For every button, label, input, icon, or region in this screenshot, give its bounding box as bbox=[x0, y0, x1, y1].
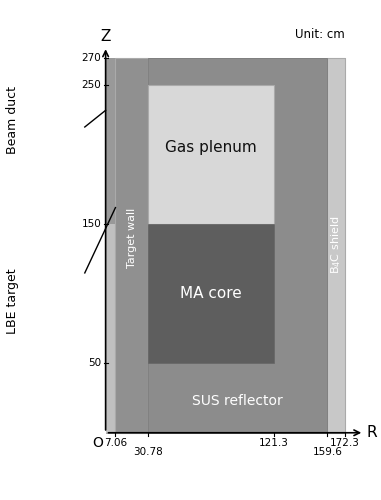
Text: 121.3: 121.3 bbox=[259, 438, 289, 448]
Text: 270: 270 bbox=[82, 52, 101, 62]
Bar bbox=[327, 58, 345, 433]
Bar bbox=[106, 58, 345, 433]
Text: O: O bbox=[92, 436, 103, 450]
Text: LBE target: LBE target bbox=[6, 268, 19, 334]
Bar bbox=[149, 58, 327, 433]
Text: Target wall: Target wall bbox=[127, 208, 137, 268]
Text: Unit: cm: Unit: cm bbox=[295, 28, 345, 41]
Text: B$_4$C shield: B$_4$C shield bbox=[329, 216, 343, 274]
Bar bbox=[115, 58, 149, 433]
Text: 7.06: 7.06 bbox=[104, 438, 127, 448]
Text: Z: Z bbox=[101, 28, 111, 44]
Bar bbox=[106, 224, 115, 433]
Bar bbox=[106, 58, 115, 224]
Text: MA core: MA core bbox=[180, 286, 242, 302]
Text: SUS reflector: SUS reflector bbox=[192, 394, 283, 408]
Text: 250: 250 bbox=[82, 80, 101, 90]
Bar bbox=[149, 86, 274, 224]
Text: 172.3: 172.3 bbox=[330, 438, 360, 448]
Text: 150: 150 bbox=[82, 220, 101, 230]
Text: R: R bbox=[367, 426, 378, 440]
Text: 50: 50 bbox=[88, 358, 101, 368]
Text: 159.6: 159.6 bbox=[312, 446, 343, 456]
Text: Gas plenum: Gas plenum bbox=[165, 140, 257, 156]
Text: Beam duct: Beam duct bbox=[6, 86, 19, 154]
Text: 30.78: 30.78 bbox=[133, 446, 163, 456]
Bar bbox=[149, 224, 274, 364]
